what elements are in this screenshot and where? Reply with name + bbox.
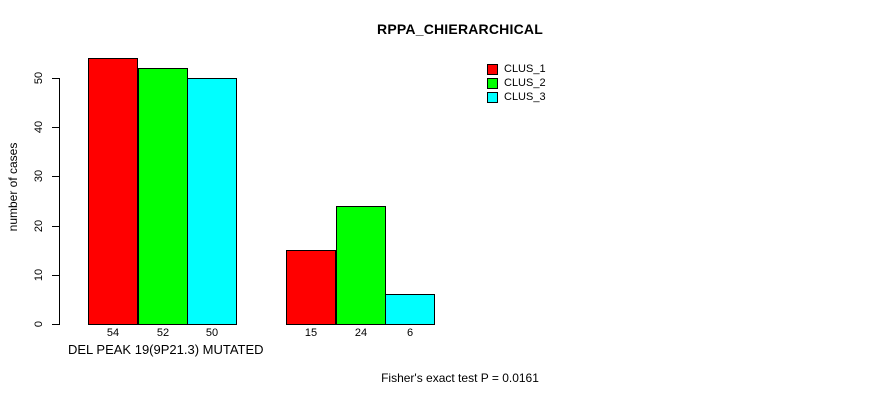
- bar-value-label: 50: [205, 327, 219, 339]
- legend-label: CLUS_2: [504, 77, 546, 89]
- bar-value-label: 6: [406, 327, 414, 339]
- y-tick: [52, 275, 59, 276]
- x-axis-label: DEL PEAK 19(9P21.3) MUTATED: [68, 342, 264, 357]
- y-tick-label: 10: [33, 268, 45, 282]
- legend-label: CLUS_1: [504, 63, 546, 75]
- legend: CLUS_1 CLUS_2 CLUS_3: [487, 62, 546, 104]
- legend-entry-clus_2: CLUS_2: [487, 76, 546, 90]
- y-tick-label: 40: [33, 120, 45, 134]
- y-tick: [52, 127, 59, 128]
- chart-title: RPPA_CHIERARCHICAL: [377, 21, 543, 37]
- y-tick: [52, 78, 59, 79]
- bar-value-label: 52: [156, 327, 170, 339]
- y-tick: [52, 226, 59, 227]
- bar-clus_1-group2: [286, 250, 336, 325]
- y-axis-line: [59, 78, 60, 325]
- bar-value-label: 15: [304, 327, 318, 339]
- legend-color-swatch: [487, 91, 498, 103]
- y-tick-label: 50: [33, 71, 45, 85]
- y-tick: [52, 176, 59, 177]
- y-tick: [52, 324, 59, 325]
- bar-clus_3-group2: [385, 294, 435, 325]
- y-tick-label: 30: [33, 169, 45, 183]
- legend-entry-clus_1: CLUS_1: [487, 62, 546, 76]
- legend-label: CLUS_3: [504, 91, 546, 103]
- legend-entry-clus_3: CLUS_3: [487, 90, 546, 104]
- bar-clus_1-group1: [88, 58, 138, 325]
- legend-color-swatch: [487, 77, 498, 89]
- bar-clus_3-group1: [187, 78, 237, 325]
- y-tick-label: 20: [33, 219, 45, 233]
- bar-clus_2-group1: [138, 68, 188, 325]
- bar-value-label: 54: [106, 327, 120, 339]
- bar-clus_2-group2: [336, 206, 386, 325]
- bar-value-label: 24: [354, 327, 368, 339]
- fisher-test-annotation: Fisher's exact test P = 0.0161: [381, 371, 539, 385]
- legend-color-swatch: [487, 63, 498, 75]
- y-tick-label: 0: [33, 320, 45, 328]
